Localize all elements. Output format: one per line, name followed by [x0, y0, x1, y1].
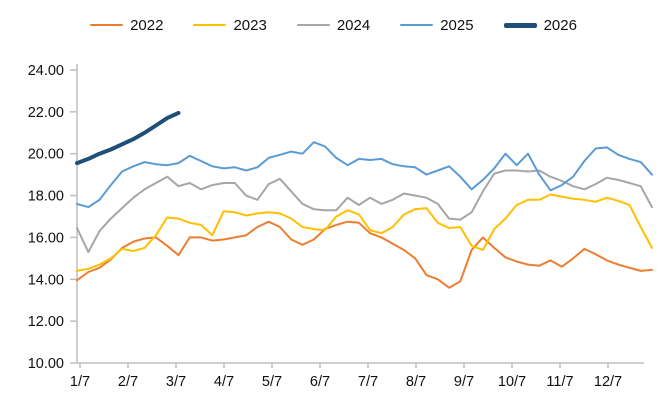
x-axis-label: 3/7 — [166, 374, 186, 390]
legend-item-2023: 2023 — [193, 16, 267, 34]
x-axis-label: 8/7 — [406, 374, 426, 390]
y-axis-label: 12.00 — [28, 314, 64, 330]
legend-label-2026: 2026 — [543, 16, 577, 34]
y-axis-label: 16.00 — [28, 230, 64, 246]
legend-label-2025: 2025 — [440, 16, 474, 34]
x-axis-label: 9/7 — [454, 374, 474, 390]
series-line-2025 — [76, 141, 653, 209]
x-axis-label: 10/7 — [498, 374, 526, 390]
x-axis-label: 12/7 — [594, 374, 622, 390]
y-axis-label: 10.00 — [28, 356, 64, 372]
y-axis-label: 22.00 — [28, 105, 64, 121]
series-line-2022 — [76, 220, 653, 289]
legend-label-2023: 2023 — [233, 16, 267, 34]
legend-item-2025: 2025 — [400, 16, 474, 34]
y-axis-label: 24.00 — [28, 63, 64, 79]
legend-swatch-2026 — [503, 22, 537, 28]
legend-label-2024: 2024 — [336, 16, 371, 34]
series-line-2026 — [75, 110, 181, 166]
legend-label-2022: 2022 — [130, 16, 164, 34]
x-axis-label: 5/7 — [262, 374, 282, 390]
legend-item-2024: 2024 — [296, 16, 371, 34]
x-axis-label: 7/7 — [358, 374, 378, 390]
y-axis-label: 20.00 — [28, 147, 64, 163]
legend-swatch-2022 — [90, 23, 124, 27]
legend-swatch-2025 — [400, 23, 434, 27]
y-axis-label: 18.00 — [28, 189, 64, 205]
y-axis-label: 14.00 — [28, 272, 64, 288]
legend-swatch-2024 — [296, 23, 330, 27]
x-axis-label: 4/7 — [214, 374, 234, 390]
legend-item-2022: 2022 — [90, 18, 163, 33]
x-axis-label: 2/7 — [118, 374, 138, 390]
x-axis-label: 11/7 — [546, 374, 573, 390]
x-axis-label: 1/7 — [70, 374, 90, 390]
series-line-2023 — [76, 193, 653, 272]
legend-item-2026: 2026 — [503, 16, 577, 34]
x-axis-label: 6/7 — [310, 374, 330, 390]
series-line-2024 — [76, 169, 653, 254]
chart-legend: 2022 2023 2024 2025 2026 — [0, 14, 667, 36]
legend-swatch-2023 — [193, 23, 227, 27]
